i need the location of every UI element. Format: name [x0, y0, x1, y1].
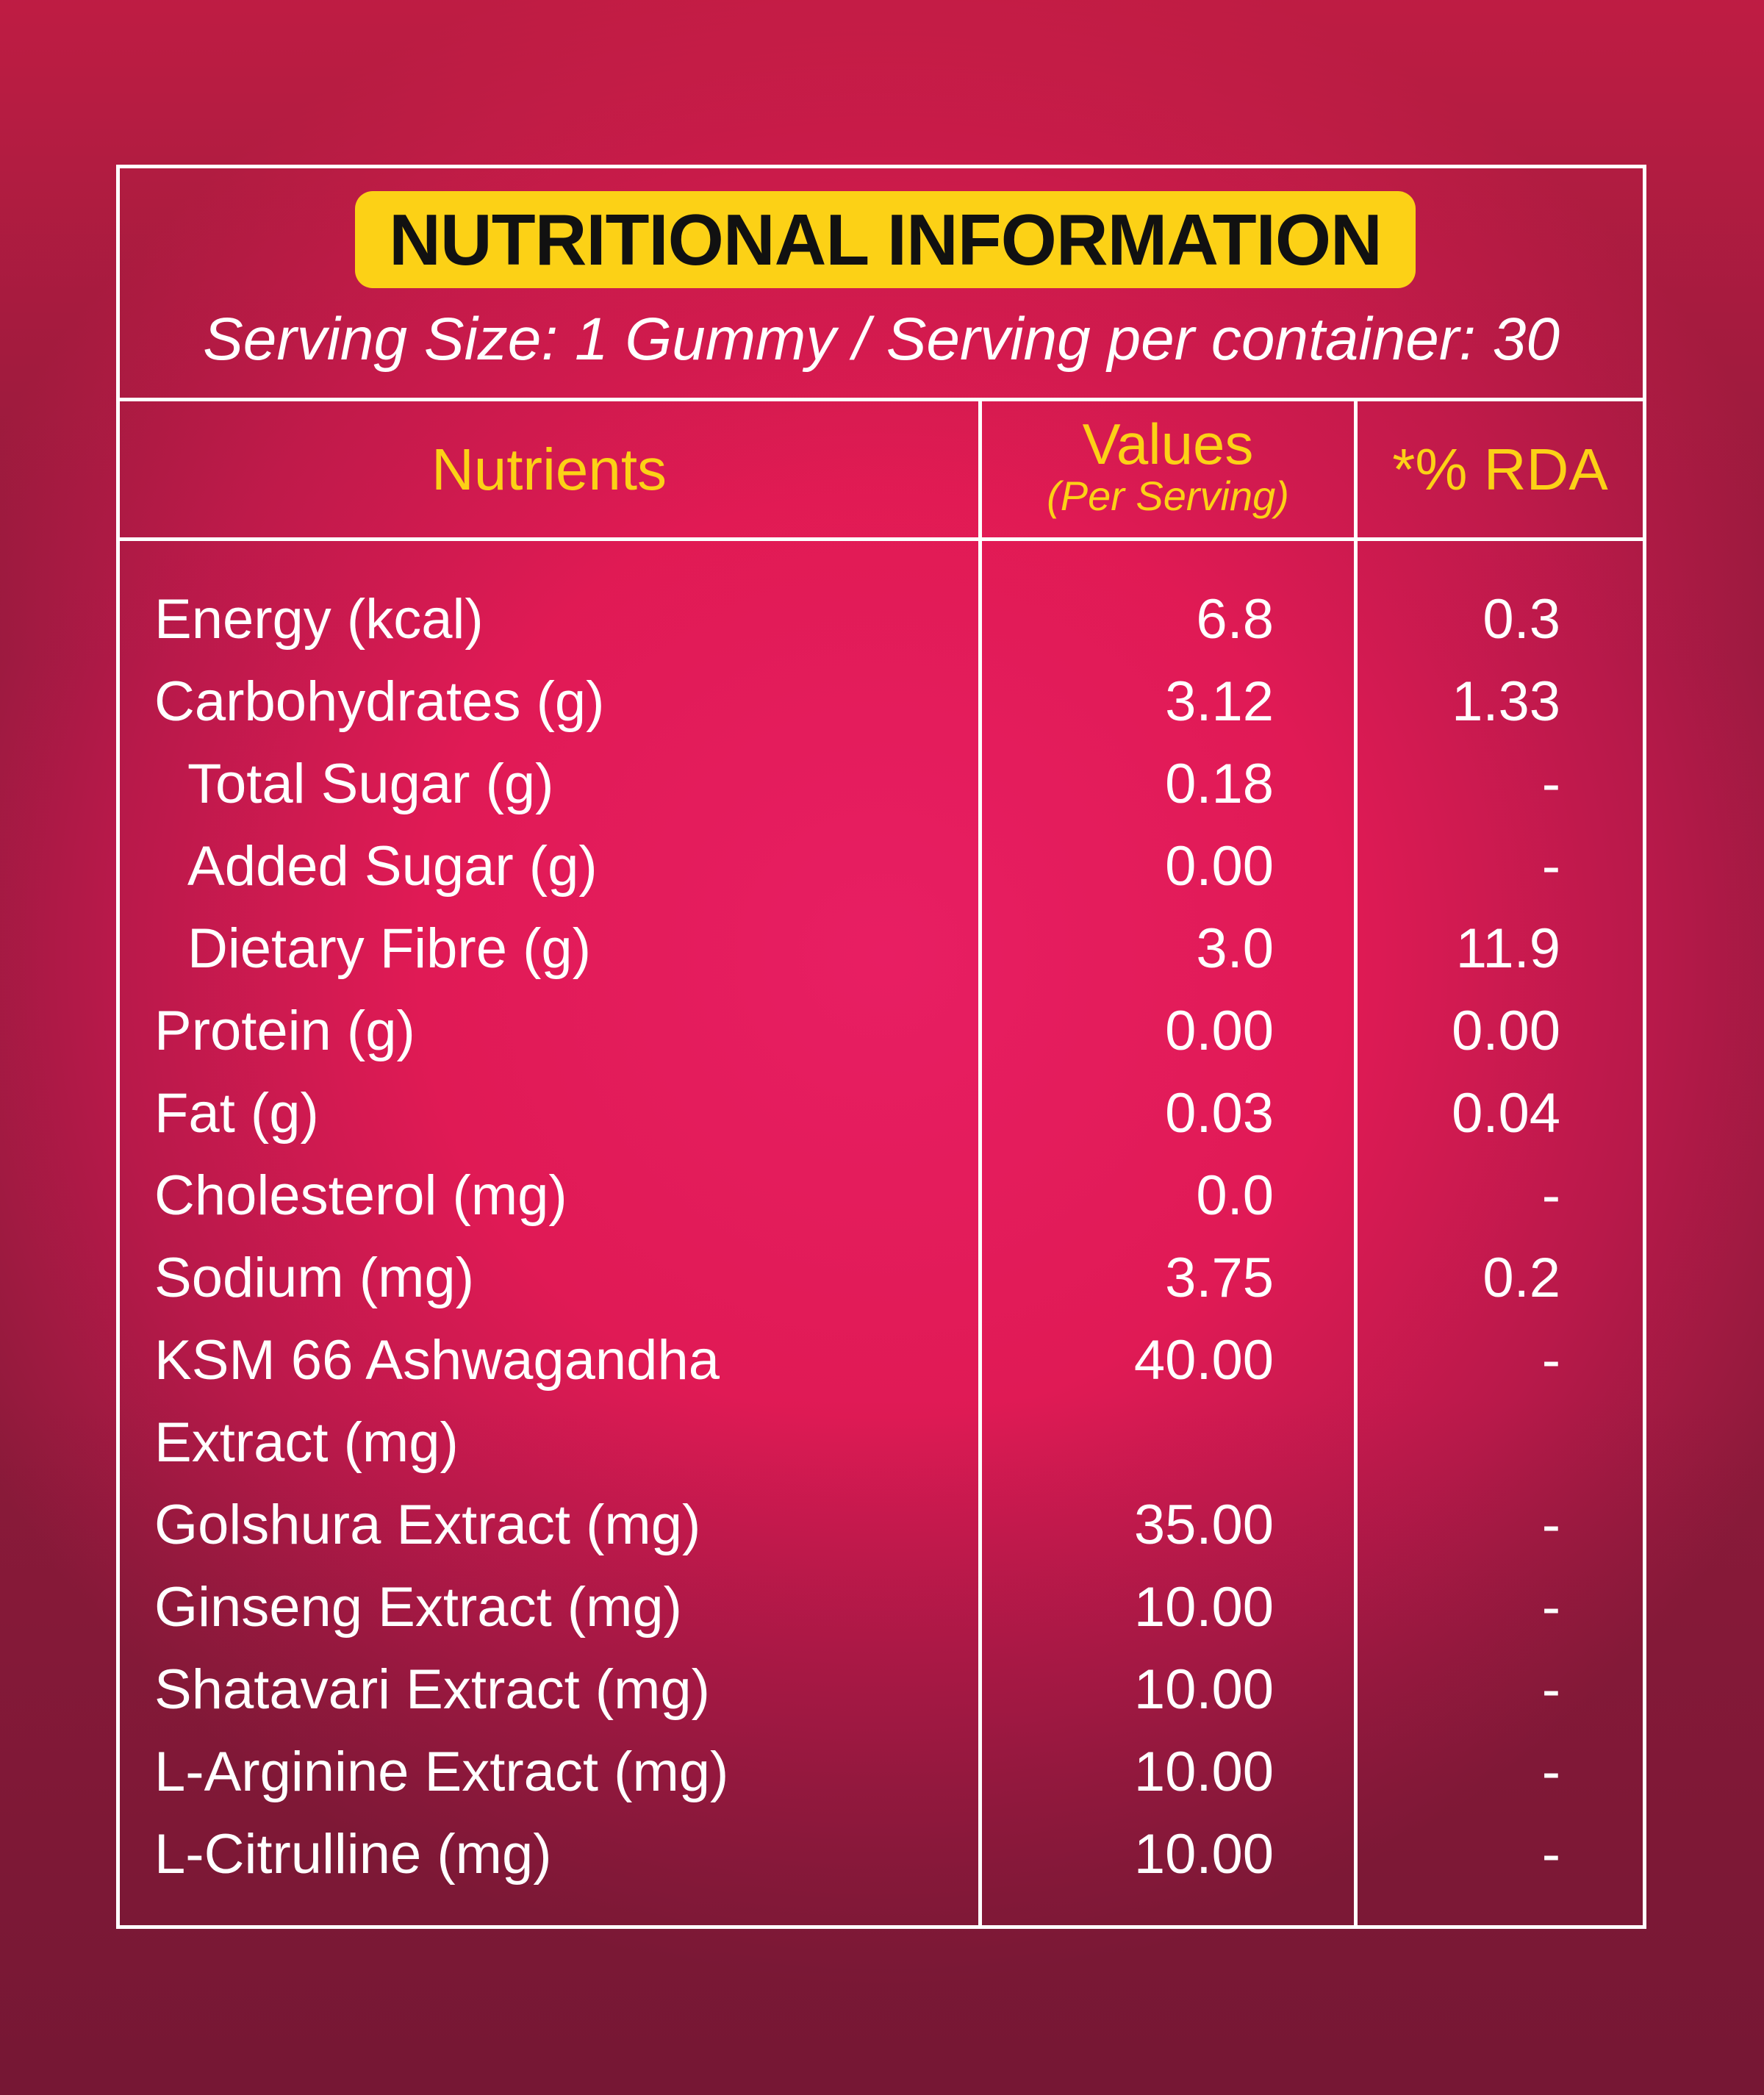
nutrient-name: Cholesterol (mg): [154, 1164, 567, 1227]
nutrient-name: L-Citrulline (mg): [154, 1823, 552, 1885]
column-divider: [1354, 401, 1358, 1925]
table-row: KSM 66 Ashwagandha 40.00 -: [120, 1321, 1643, 1403]
nutrient-name: Total Sugar (g): [187, 753, 554, 815]
table-row: L-Citrulline (mg) 10.00 -: [120, 1815, 1643, 1897]
title-badge: NUTRITIONAL INFORMATION: [355, 191, 1416, 288]
table-row: Shatavari Extract (mg) 10.00 -: [120, 1650, 1643, 1733]
nutrient-value: 0.03: [1165, 1082, 1274, 1145]
nutrient-value: 0.00: [1165, 1000, 1274, 1062]
nutrient-rda: 0.04: [1452, 1082, 1560, 1145]
nutrient-name: Dietary Fibre (g): [187, 917, 591, 980]
header-nutrients: Nutrients: [431, 436, 667, 502]
nutrient-rows: Energy (kcal) 6.8 0.3 Carbohydrates (g) …: [120, 580, 1643, 1897]
table-row: Energy (kcal) 6.8 0.3: [120, 580, 1643, 662]
nutrient-rda: -: [1541, 1164, 1560, 1227]
table-row: Protein (g) 0.00 0.00: [120, 992, 1643, 1074]
table-row: Sodium (mg) 3.75 0.2: [120, 1239, 1643, 1321]
serving-info: Serving Size: 1 Gummy / Serving per cont…: [203, 306, 1560, 373]
nutrient-rda: -: [1541, 1329, 1560, 1392]
table-row: Dietary Fibre (g) 3.0 11.9: [120, 909, 1643, 992]
nutrient-value: 3.75: [1165, 1247, 1274, 1309]
header-values: Values (Per Serving): [982, 415, 1354, 519]
nutrient-rda: -: [1541, 753, 1560, 815]
nutrient-name: Shatavari Extract (mg): [154, 1658, 710, 1721]
nutrient-rda: 0.3: [1482, 588, 1560, 651]
nutrient-name: Sodium (mg): [154, 1247, 474, 1309]
nutrient-rda: 1.33: [1452, 670, 1560, 733]
nutrient-name: Extract (mg): [154, 1411, 459, 1474]
background-top-glow: [0, 0, 1764, 662]
nutrient-value: 3.12: [1165, 670, 1274, 733]
nutrient-value: 35.00: [1133, 1494, 1274, 1556]
table-header: NUTRITIONAL INFORMATION Serving Size: 1 …: [120, 168, 1643, 401]
nutrient-value: 0.00: [1165, 835, 1274, 898]
nutrient-name: Protein (g): [154, 1000, 415, 1062]
table-row: Cholesterol (mg) 0.0 -: [120, 1156, 1643, 1239]
nutrient-name: L-Arginine Extract (mg): [154, 1741, 729, 1803]
column-headers: Nutrients Values (Per Serving) *% RDA: [120, 401, 1643, 541]
table-row: Fat (g) 0.03 0.04: [120, 1074, 1643, 1156]
nutrient-rda: 0.2: [1482, 1247, 1560, 1309]
nutrient-name: Fat (g): [154, 1082, 319, 1145]
table-row: Total Sugar (g) 0.18 -: [120, 745, 1643, 827]
header-rda: *% RDA: [1392, 436, 1608, 502]
nutrient-rda: -: [1541, 1576, 1560, 1639]
nutrient-name: Ginseng Extract (mg): [154, 1576, 682, 1639]
nutrient-value: 0.18: [1165, 753, 1274, 815]
nutrient-name: Golshura Extract (mg): [154, 1494, 701, 1556]
table-row: Extract (mg): [120, 1403, 1643, 1486]
nutrient-value: 10.00: [1133, 1823, 1274, 1885]
table-row: Golshura Extract (mg) 35.00 -: [120, 1486, 1643, 1568]
column-divider: [978, 401, 982, 1925]
nutrient-value: 3.0: [1196, 917, 1274, 980]
nutrient-rda: -: [1541, 1741, 1560, 1803]
table-row: L-Arginine Extract (mg) 10.00 -: [120, 1733, 1643, 1815]
nutrient-rda: 11.9: [1455, 917, 1560, 980]
nutrition-table: NUTRITIONAL INFORMATION Serving Size: 1 …: [116, 165, 1646, 1929]
nutrient-name: Energy (kcal): [154, 588, 484, 651]
page-title: NUTRITIONAL INFORMATION: [389, 198, 1383, 280]
nutrient-rda: -: [1541, 835, 1560, 898]
nutrient-value: 40.00: [1133, 1329, 1274, 1392]
nutrient-rda: -: [1541, 1823, 1560, 1885]
nutrient-value: 6.8: [1196, 588, 1274, 651]
background-bottom-shade: [0, 1397, 1764, 2095]
nutrient-rda: 0.00: [1452, 1000, 1560, 1062]
nutrient-rda: -: [1541, 1494, 1560, 1556]
nutrient-name: KSM 66 Ashwagandha: [154, 1329, 720, 1392]
nutrient-value: 10.00: [1133, 1576, 1274, 1639]
nutrient-name: Carbohydrates (g): [154, 670, 605, 733]
nutrient-value: 0.0: [1196, 1164, 1274, 1227]
nutrient-name: Added Sugar (g): [187, 835, 598, 898]
header-values-label: Values: [1082, 412, 1254, 476]
nutrient-value: 10.00: [1133, 1658, 1274, 1721]
header-values-sublabel: (Per Serving): [1047, 473, 1289, 519]
nutrient-value: 10.00: [1133, 1741, 1274, 1803]
table-row: Added Sugar (g) 0.00 -: [120, 827, 1643, 909]
table-row: Carbohydrates (g) 3.12 1.33: [120, 662, 1643, 745]
table-row: Ginseng Extract (mg) 10.00 -: [120, 1568, 1643, 1650]
nutrient-rda: -: [1541, 1658, 1560, 1721]
